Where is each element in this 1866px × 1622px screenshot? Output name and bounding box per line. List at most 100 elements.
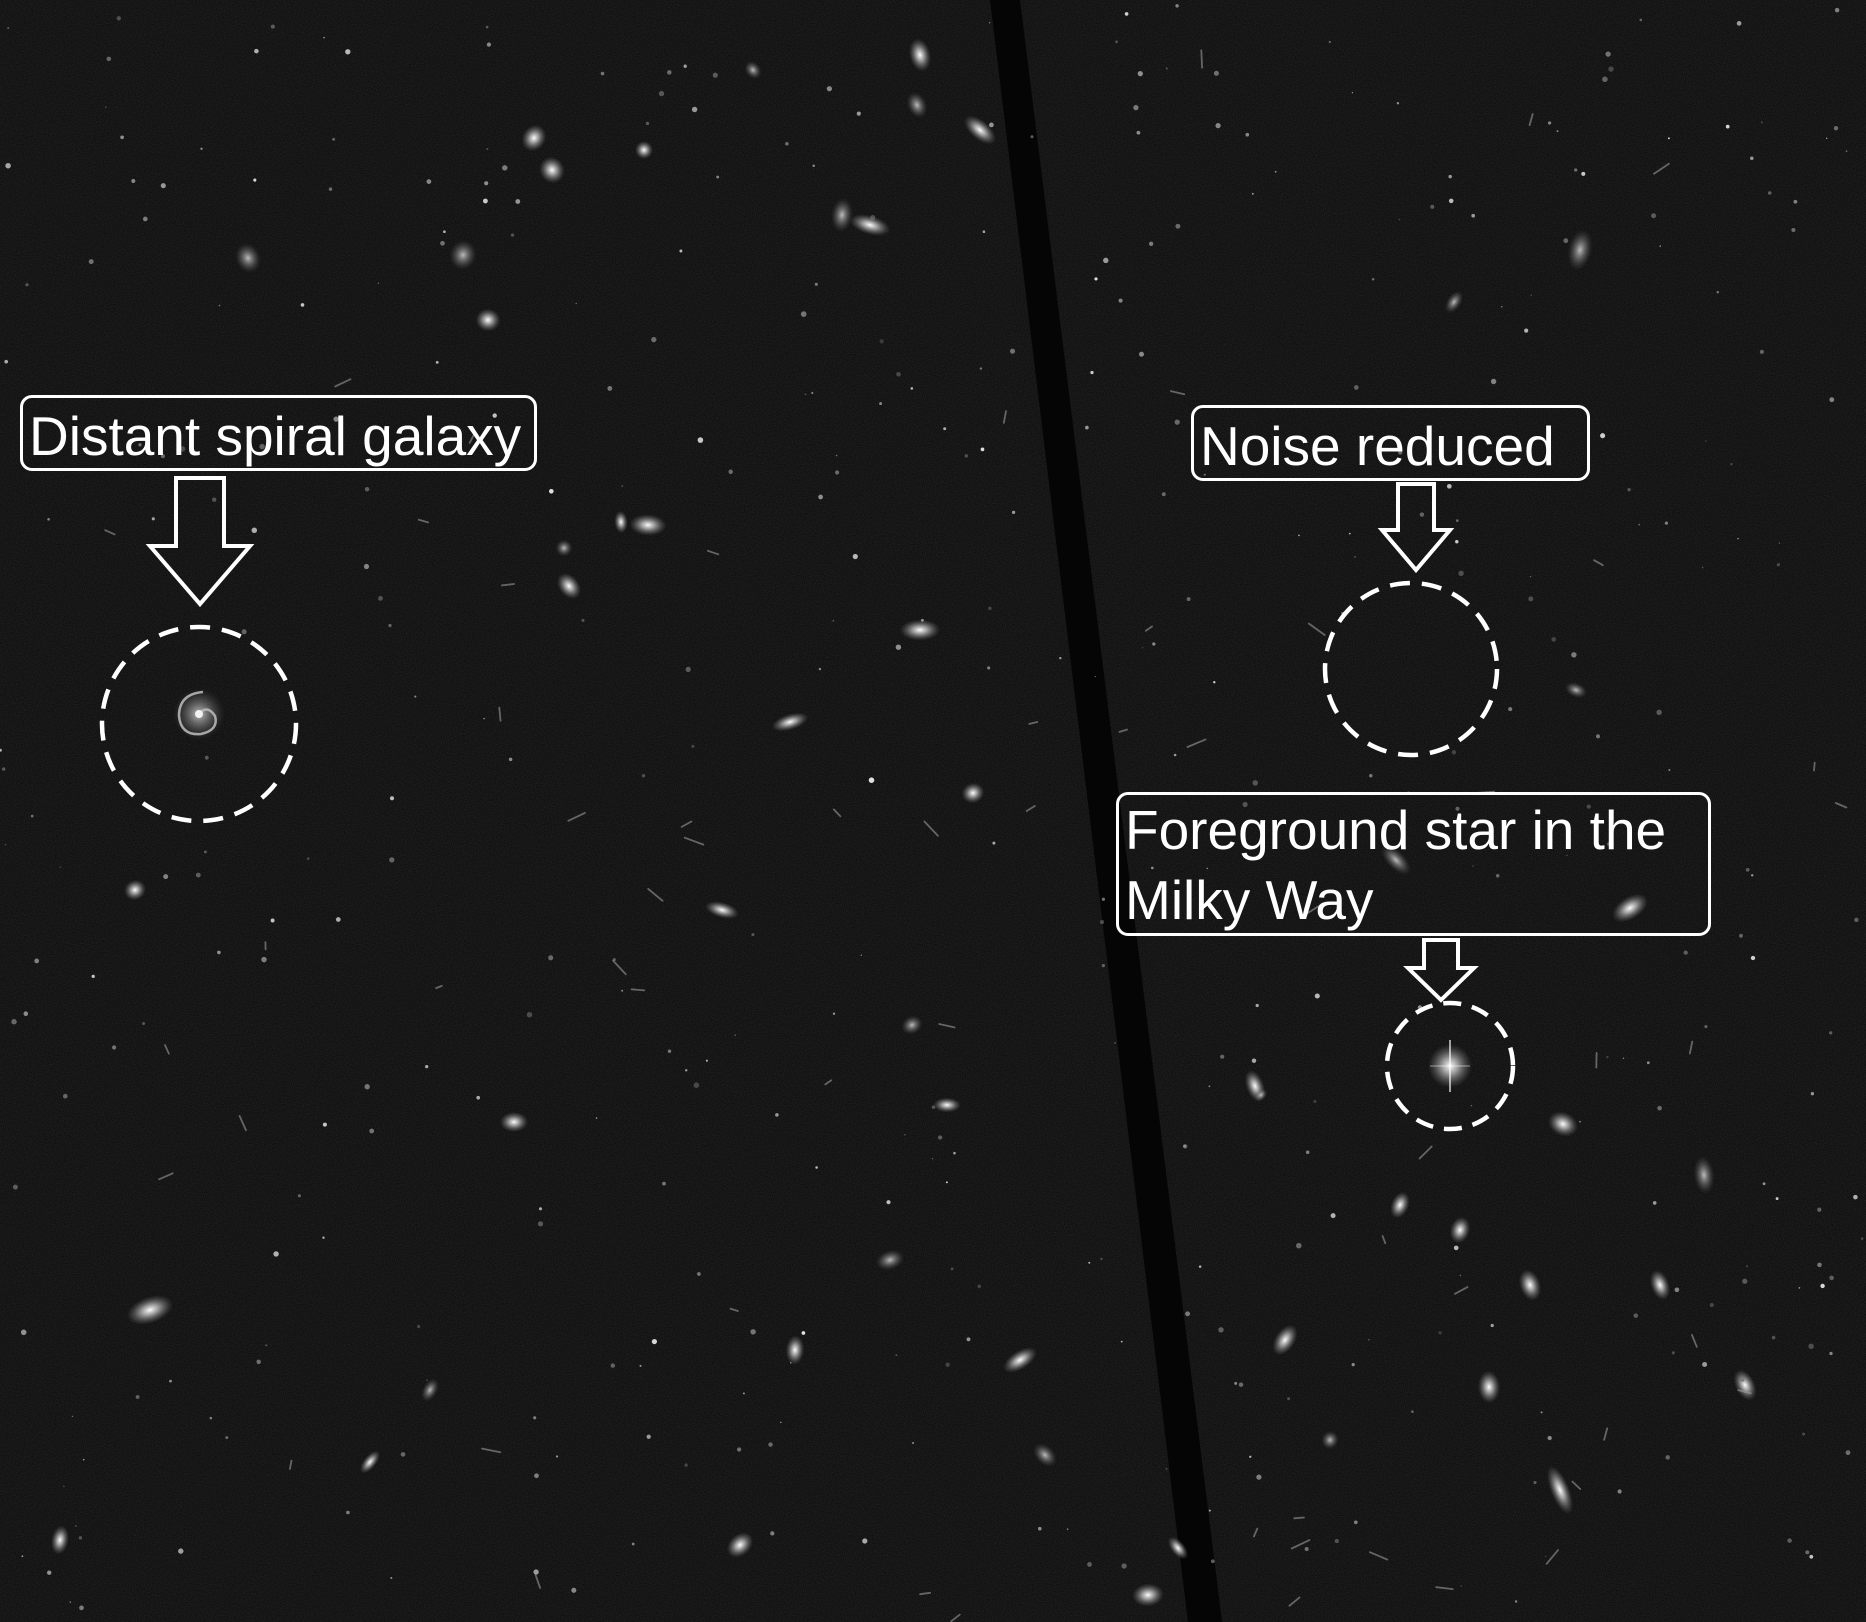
faint-object (751, 933, 755, 937)
faint-object (964, 454, 969, 458)
faint-object (977, 1284, 982, 1289)
faint-object (105, 106, 107, 108)
edge-on-galaxy (729, 1307, 739, 1312)
edge-on-galaxy (1834, 802, 1848, 809)
faint-object (1547, 121, 1552, 125)
faint-object (485, 25, 489, 29)
faint-object (992, 841, 996, 845)
faint-object (135, 1395, 140, 1399)
circle-star (1384, 1000, 1516, 1132)
galaxy-blob (933, 1097, 961, 1113)
faint-object (1829, 1275, 1834, 1281)
faint-object (2, 767, 6, 771)
edge-on-galaxy (938, 1023, 956, 1029)
galaxy-blob (849, 214, 891, 236)
faint-object (814, 282, 818, 286)
faint-object (1030, 135, 1034, 139)
faint-object (1829, 397, 1835, 403)
faint-object (1596, 734, 1600, 739)
edge-on-galaxy (417, 518, 430, 524)
faint-object (11, 1018, 17, 1025)
faint-object (1545, 1555, 1547, 1557)
faint-object (770, 1531, 775, 1536)
faint-object (1305, 1150, 1310, 1155)
edge-on-galaxy (919, 1591, 931, 1596)
faint-object (1183, 1144, 1187, 1148)
arrow-spiral (145, 476, 255, 608)
faint-object (1668, 768, 1671, 772)
faint-object (1150, 866, 1154, 870)
faint-object (667, 70, 672, 75)
faint-object (486, 42, 491, 47)
faint-object (1099, 920, 1105, 925)
faint-object (693, 1082, 700, 1088)
faint-object (966, 1337, 971, 1342)
faint-object (571, 1587, 577, 1593)
faint-object (1746, 1265, 1748, 1268)
faint-object (1451, 750, 1457, 755)
faint-object (1059, 656, 1062, 660)
faint-object (1430, 204, 1435, 209)
faint-object (306, 857, 310, 860)
faint-object (322, 1236, 325, 1239)
faint-object (1220, 1054, 1225, 1059)
faint-object (1186, 597, 1191, 602)
faint-object (1133, 104, 1139, 111)
faint-object (1103, 257, 1109, 264)
faint-object (1665, 1455, 1670, 1460)
faint-object (607, 385, 613, 391)
edge-on-galaxy (950, 1613, 961, 1622)
faint-object (852, 553, 858, 560)
faint-object (59, 866, 62, 869)
faint-object (1213, 681, 1216, 684)
faint-object (0, 748, 2, 752)
faint-object (575, 302, 577, 305)
faint-object (1600, 433, 1606, 439)
galaxy-blob (705, 901, 739, 919)
faint-object (1446, 483, 1452, 489)
faint-object (911, 1441, 915, 1445)
faint-object (533, 1416, 537, 1420)
faint-object (1114, 1041, 1116, 1044)
faint-object (178, 1548, 184, 1554)
faint-object (1627, 488, 1631, 492)
faint-object (1396, 102, 1400, 105)
faint-object (1458, 570, 1464, 577)
faint-object (1791, 227, 1796, 233)
galaxy-blob (1444, 290, 1464, 314)
faint-object (1252, 780, 1258, 786)
faint-object (862, 1538, 868, 1544)
faint-object (1101, 897, 1106, 901)
faint-object (1287, 1397, 1290, 1401)
faint-object (1238, 1382, 1244, 1387)
edge-on-galaxy (1528, 113, 1534, 126)
faint-object (1716, 291, 1719, 294)
faint-object (78, 1536, 83, 1540)
faint-object (979, 367, 983, 370)
faint-object (1817, 1262, 1822, 1268)
faint-object (508, 757, 513, 762)
faint-object (1165, 1467, 1168, 1470)
faint-object (1314, 993, 1320, 999)
faint-object (812, 164, 815, 168)
faint-object (1664, 521, 1669, 525)
faint-object (1174, 419, 1180, 425)
faint-object (328, 187, 333, 191)
faint-object (1508, 707, 1513, 712)
faint-object (1165, 67, 1168, 70)
faint-object (1011, 510, 1016, 515)
edge-on-galaxy (1369, 1551, 1389, 1561)
faint-object (1213, 70, 1219, 76)
faint-object (62, 1093, 68, 1099)
faint-object (1218, 1327, 1224, 1333)
faint-object (426, 1379, 428, 1381)
circle-spiral (99, 624, 299, 824)
faint-object (23, 1011, 29, 1016)
faint-object (768, 1442, 773, 1447)
faint-object (1175, 4, 1179, 8)
faint-object (1547, 1435, 1552, 1441)
faint-object (1606, 1055, 1609, 1059)
faint-object (667, 1049, 672, 1053)
faint-object (1085, 425, 1089, 430)
faint-object (435, 361, 439, 364)
